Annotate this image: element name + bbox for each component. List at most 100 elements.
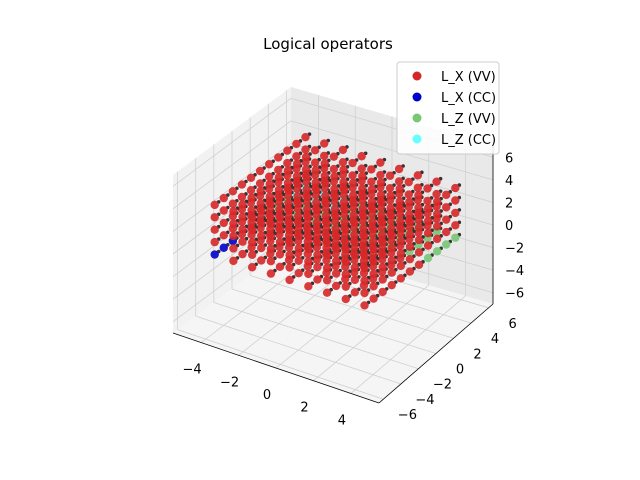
data-point — [368, 237, 378, 246]
z-tick-label: −2 — [505, 242, 524, 257]
data-point — [385, 171, 395, 180]
data-point — [376, 178, 386, 187]
data-point — [320, 151, 329, 161]
z-tick-label: −6 — [505, 287, 524, 302]
data-point — [341, 294, 350, 304]
data-point — [238, 237, 247, 246]
data-point — [330, 172, 339, 181]
data-point — [294, 244, 303, 253]
data-point — [321, 211, 331, 220]
data-point — [396, 236, 406, 246]
data-point — [275, 205, 284, 214]
z-tick-label: 0 — [505, 219, 513, 234]
data-point — [451, 233, 460, 242]
data-point — [229, 256, 238, 266]
data-point — [313, 250, 322, 259]
x-tick-label: 0 — [263, 388, 271, 403]
data-point — [341, 270, 350, 279]
data-point — [264, 172, 274, 181]
data-point — [395, 197, 404, 206]
data-point — [378, 238, 387, 247]
data-point — [303, 224, 312, 234]
data-point — [312, 198, 321, 207]
data-point — [275, 250, 285, 259]
data-point — [266, 244, 276, 253]
y-axis-line — [378, 303, 494, 404]
x-tick-label: 4 — [338, 413, 346, 428]
data-point — [432, 189, 441, 199]
data-point — [432, 197, 442, 206]
data-point — [303, 212, 312, 221]
z-tick-label: 2 — [505, 196, 513, 211]
data-point — [432, 247, 442, 256]
data-point — [376, 190, 386, 200]
data-point — [331, 269, 341, 278]
data-point — [369, 294, 378, 303]
data-point — [378, 275, 387, 284]
data-point — [311, 178, 320, 187]
data-point — [331, 281, 341, 291]
data-point — [228, 199, 238, 208]
data-point — [377, 198, 386, 207]
data-point — [274, 165, 283, 175]
data-point — [357, 164, 366, 173]
legend-label: L_Z (CC) — [441, 133, 496, 148]
data-point — [350, 238, 360, 247]
data-point — [320, 159, 329, 168]
data-point — [359, 211, 368, 221]
data-point — [396, 274, 406, 283]
data-point — [414, 260, 424, 270]
data-point — [238, 225, 247, 234]
data-point — [348, 178, 358, 188]
data-point — [405, 267, 415, 276]
data-point — [322, 251, 332, 260]
data-point — [256, 199, 265, 208]
data-point — [330, 204, 340, 214]
data-point — [292, 152, 301, 161]
data-point — [247, 250, 257, 260]
data-point — [387, 231, 396, 240]
data-point — [283, 178, 293, 188]
y-tick-label: 2 — [473, 347, 481, 362]
data-point — [304, 244, 313, 254]
data-point — [266, 256, 276, 266]
data-point — [283, 158, 292, 168]
data-point — [256, 186, 265, 196]
data-point — [330, 192, 340, 201]
data-point — [360, 301, 369, 310]
x-axis-line — [172, 332, 380, 404]
data-point — [228, 187, 238, 196]
data-point — [396, 261, 406, 271]
data-point — [302, 185, 311, 194]
data-point — [451, 221, 460, 230]
data-point — [442, 215, 451, 224]
data-point — [360, 288, 369, 298]
data-point — [304, 257, 313, 266]
y-tick-label: −4 — [415, 393, 434, 408]
grid-line-y — [177, 329, 384, 400]
data-point — [358, 204, 368, 213]
data-point — [302, 192, 312, 202]
data-point — [405, 230, 415, 239]
data-point — [432, 234, 442, 244]
data-point — [284, 218, 294, 228]
data-point — [340, 205, 349, 214]
data-point — [219, 243, 228, 252]
data-point — [294, 256, 303, 265]
data-point — [210, 200, 219, 210]
data-point — [313, 262, 322, 272]
data-point — [423, 216, 433, 226]
y-tick-label: −6 — [398, 408, 417, 423]
legend-marker — [412, 134, 422, 144]
data-point — [266, 212, 275, 221]
data-point — [350, 275, 360, 285]
data-point — [247, 238, 257, 247]
data-point — [423, 184, 432, 193]
data-point — [432, 209, 442, 219]
data-point — [442, 203, 451, 212]
data-point — [293, 199, 303, 208]
data-point — [423, 229, 433, 238]
data-point — [246, 186, 256, 195]
data-point — [322, 231, 331, 240]
data-point — [414, 248, 424, 257]
